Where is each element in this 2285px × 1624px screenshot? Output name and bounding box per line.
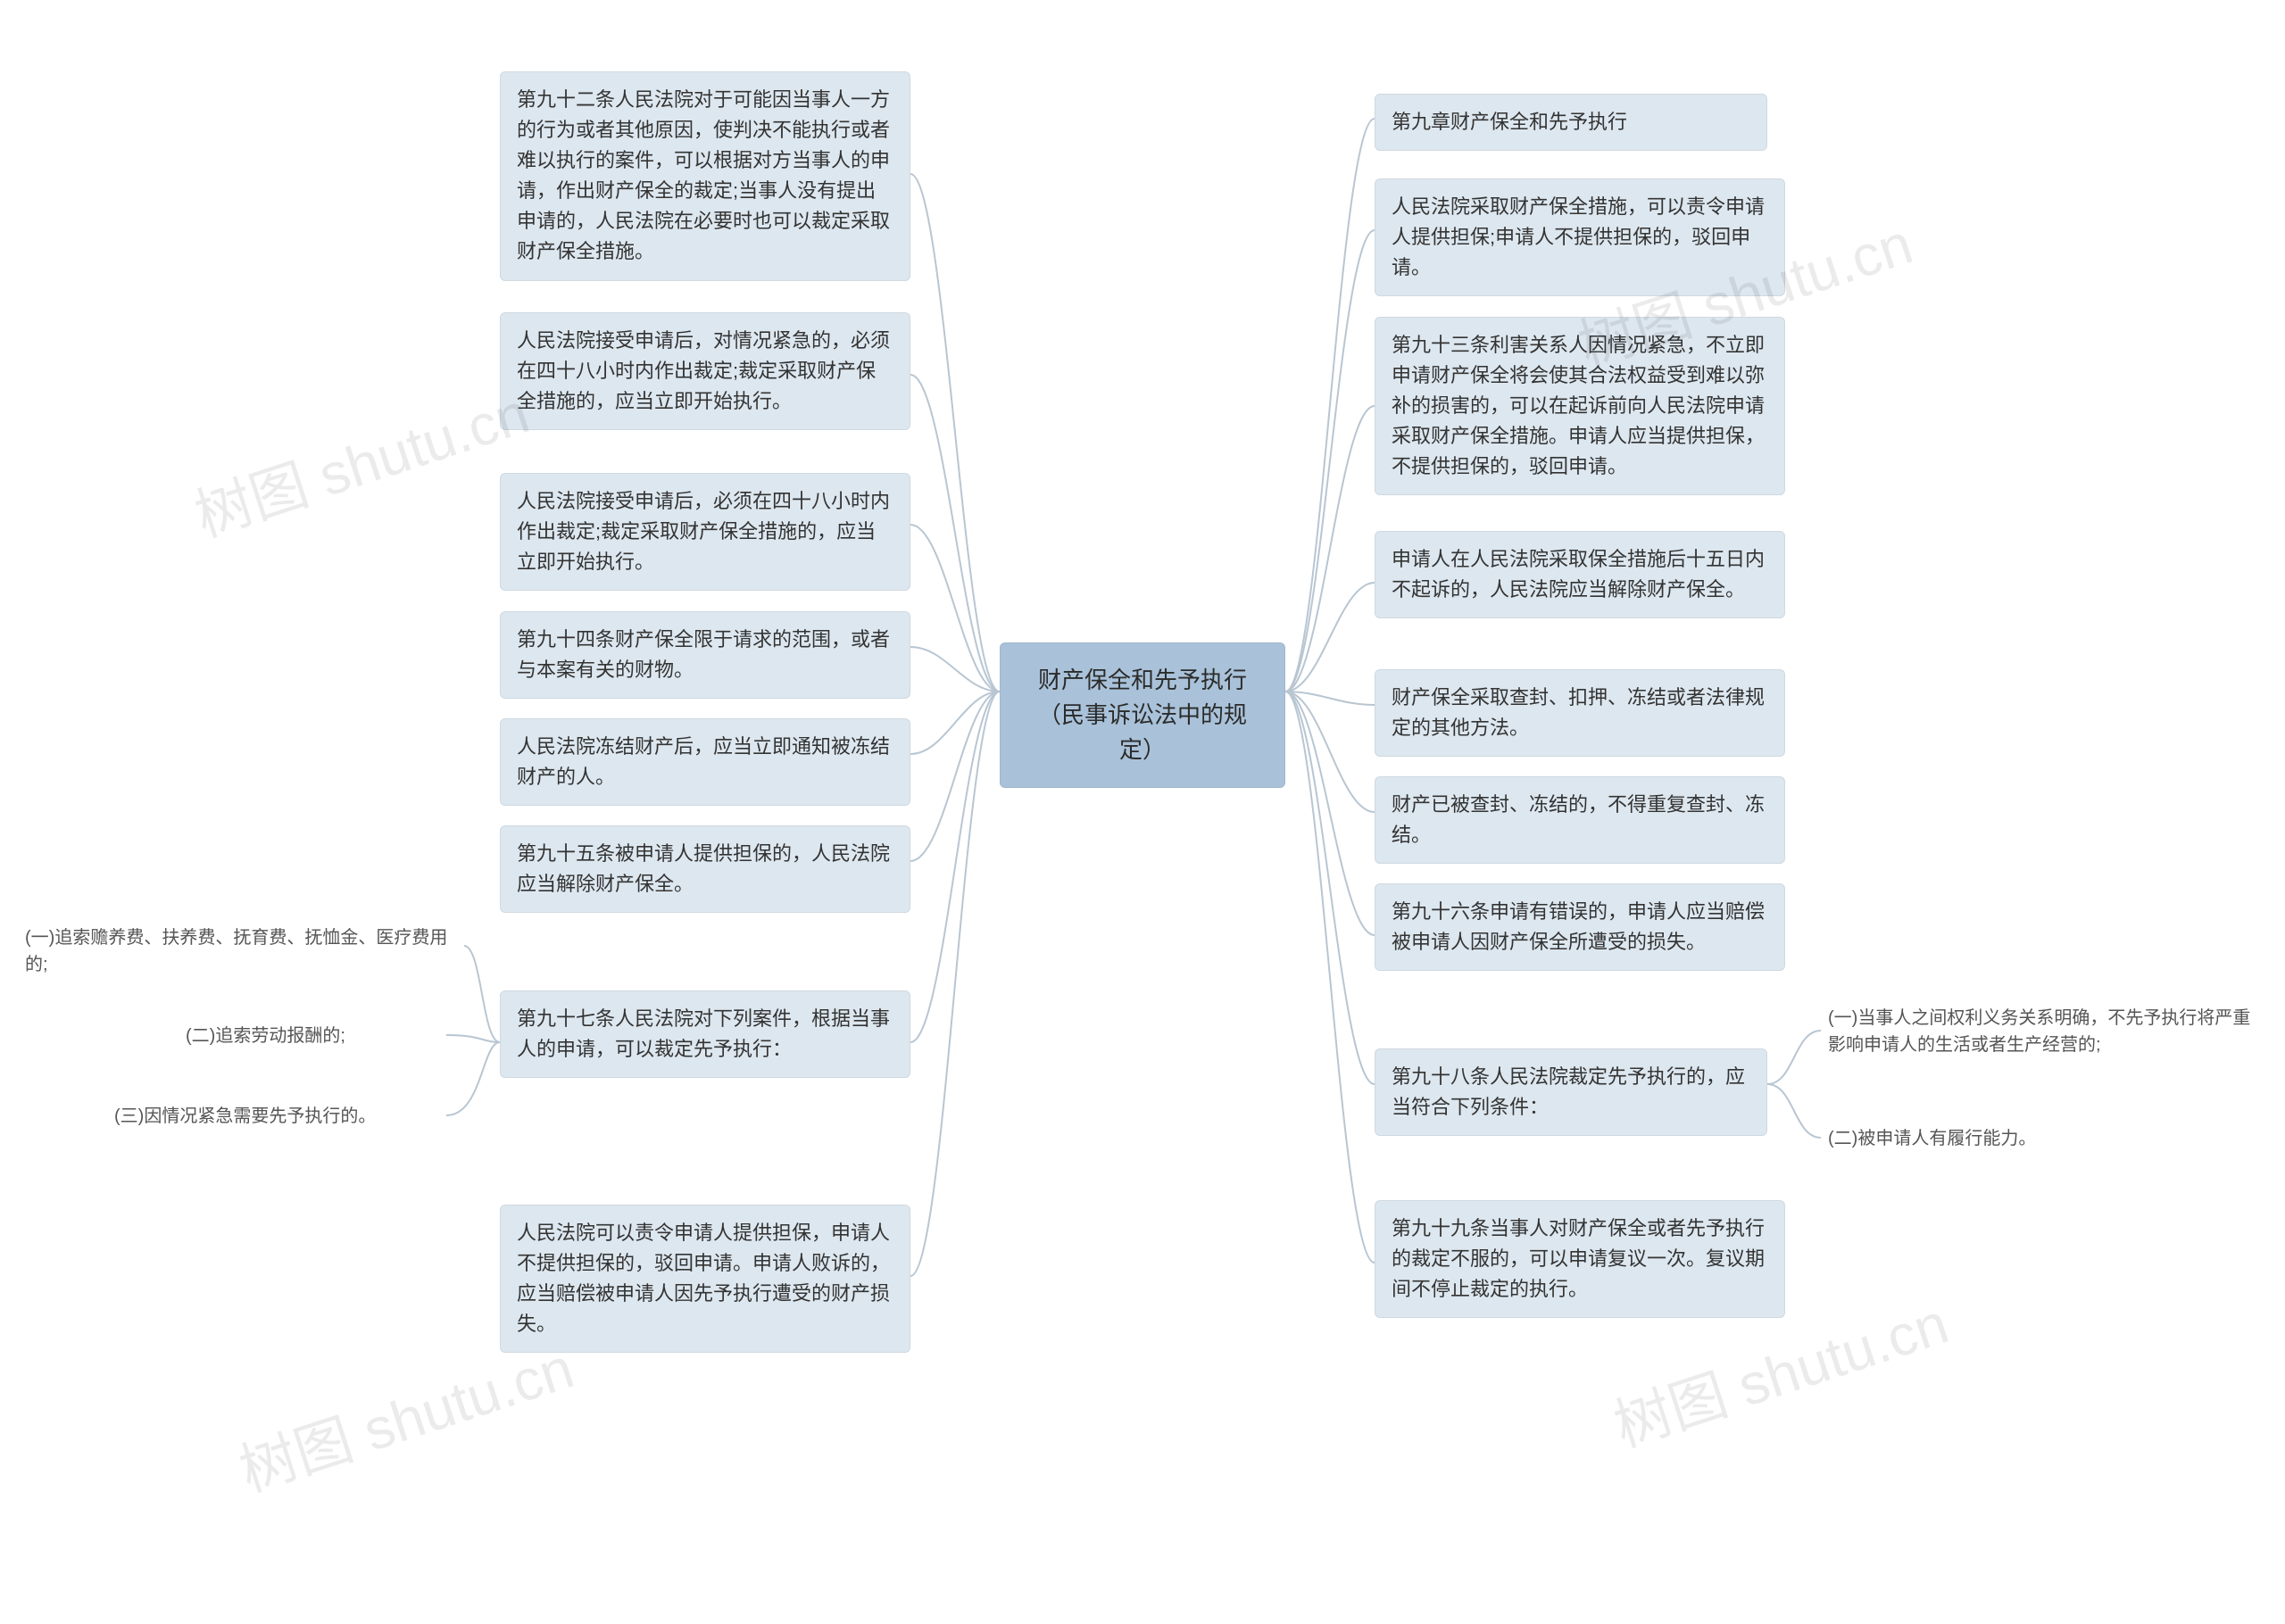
right-leaf-r8b: (二)被申请人有履行能力。 bbox=[1821, 1120, 2124, 1157]
left-leaf-l7a: (一)追索赡养费、扶养费、抚育费、抚恤金、医疗费用的; bbox=[18, 919, 464, 983]
right-branch-r1: 第九章财产保全和先予执行 bbox=[1375, 94, 1767, 151]
left-branch-l5: 人民法院冻结财产后，应当立即通知被冻结财产的人。 bbox=[500, 718, 910, 806]
right-branch-r2: 人民法院采取财产保全措施，可以责令申请人提供担保;申请人不提供担保的，驳回申请。 bbox=[1375, 178, 1785, 296]
mindmap-canvas: 财产保全和先予执行（民事诉讼法中的规定） 第九十二条人民法院对于可能因当事人一方… bbox=[0, 0, 2285, 1624]
left-leaf-l7c: (三)因情况紧急需要先予执行的。 bbox=[107, 1098, 446, 1135]
left-branch-l8: 人民法院可以责令申请人提供担保，申请人不提供担保的，驳回申请。申请人败诉的，应当… bbox=[500, 1205, 910, 1353]
left-branch-l7: 第九十七条人民法院对下列案件，根据当事人的申请，可以裁定先予执行： bbox=[500, 990, 910, 1078]
left-branch-l6: 第九十五条被申请人提供担保的，人民法院应当解除财产保全。 bbox=[500, 825, 910, 913]
left-branch-l1: 第九十二条人民法院对于可能因当事人一方的行为或者其他原因，使判决不能执行或者难以… bbox=[500, 71, 910, 281]
center-node: 财产保全和先予执行（民事诉讼法中的规定） bbox=[1000, 642, 1285, 788]
connector-layer bbox=[0, 0, 2285, 1624]
right-branch-r8: 第九十八条人民法院裁定先予执行的，应当符合下列条件： bbox=[1375, 1048, 1767, 1136]
right-branch-r6: 财产已被查封、冻结的，不得重复查封、冻结。 bbox=[1375, 776, 1785, 864]
watermark: 树图 shutu.cn bbox=[183, 368, 537, 552]
left-branch-l3: 人民法院接受申请后，必须在四十八小时内作出裁定;裁定采取财产保全措施的，应当立即… bbox=[500, 473, 910, 591]
left-branch-l4: 第九十四条财产保全限于请求的范围，或者与本案有关的财物。 bbox=[500, 611, 910, 699]
right-branch-r3: 第九十三条利害关系人因情况紧急，不立即申请财产保全将会使其合法权益受到难以弥补的… bbox=[1375, 317, 1785, 495]
left-leaf-l7b: (二)追索劳动报酬的; bbox=[179, 1017, 446, 1055]
right-leaf-r8a: (一)当事人之间权利义务关系明确，不先予执行将严重影响申请人的生活或者生产经营的… bbox=[1821, 999, 2258, 1064]
right-branch-r7: 第九十六条申请有错误的，申请人应当赔偿被申请人因财产保全所遭受的损失。 bbox=[1375, 883, 1785, 971]
right-branch-r9: 第九十九条当事人对财产保全或者先予执行的裁定不服的，可以申请复议一次。复议期间不… bbox=[1375, 1200, 1785, 1318]
right-branch-r4: 申请人在人民法院采取保全措施后十五日内不起诉的，人民法院应当解除财产保全。 bbox=[1375, 531, 1785, 618]
right-branch-r5: 财产保全采取查封、扣押、冻结或者法律规定的其他方法。 bbox=[1375, 669, 1785, 757]
left-branch-l2: 人民法院接受申请后，对情况紧急的，必须在四十八小时内作出裁定;裁定采取财产保全措… bbox=[500, 312, 910, 430]
